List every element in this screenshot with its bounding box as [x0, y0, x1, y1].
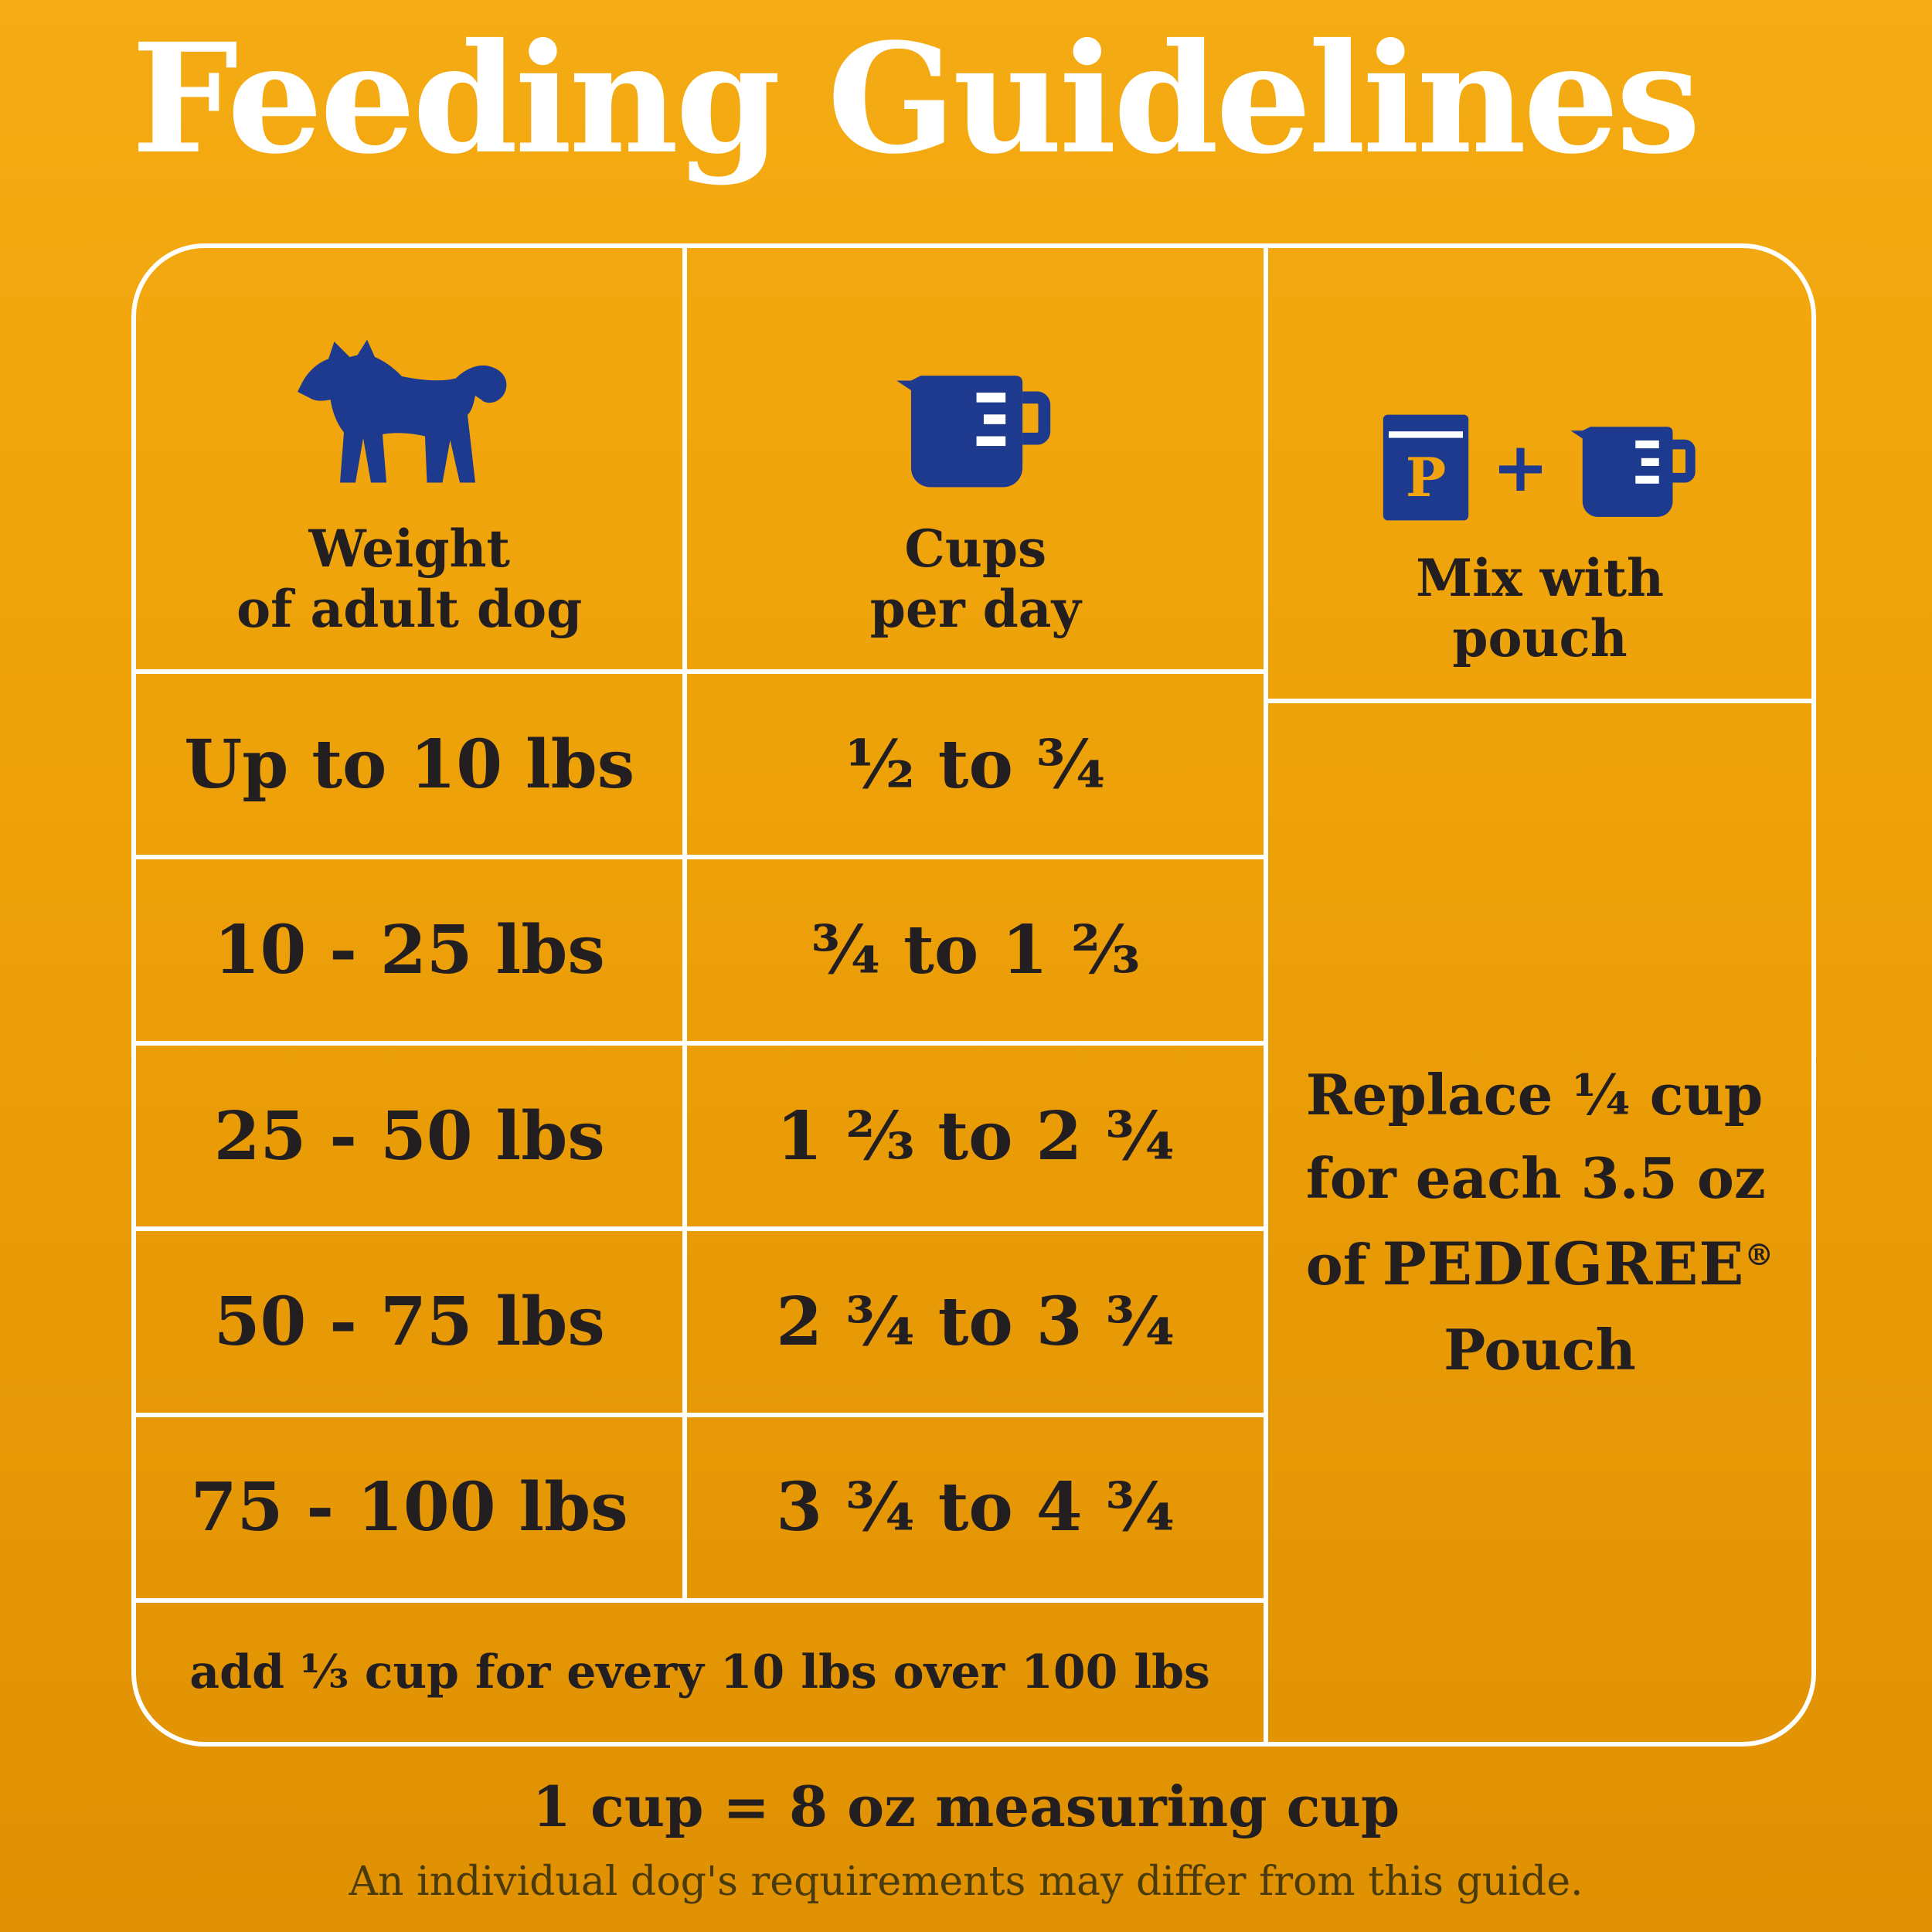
cups-cell: 2 ¾ to 3 ¾	[776, 1282, 1175, 1361]
col-header-weight: Weight of adult dog	[136, 248, 688, 669]
table-row: Up to 10 lbs ½ to ¾	[136, 674, 1264, 860]
table-right-section: P + Mix with	[1264, 248, 1811, 1742]
weight-cell: Up to 10 lbs	[136, 674, 688, 855]
weight-header-label: Weight of adult dog	[236, 519, 583, 640]
cups-header-label: Cups per day	[869, 519, 1081, 640]
weight-cell: 25 - 50 lbs	[136, 1045, 688, 1227]
weight-cell: 75 - 100 lbs	[136, 1417, 688, 1599]
col-header-mix: P + Mix with	[1268, 248, 1811, 703]
mix-line-3: of PEDIGREE®	[1305, 1230, 1774, 1298]
mix-body: Replace ¼ cup for each 3.5 oz of PEDIGREE…	[1268, 703, 1811, 1742]
mix-line-2: for each 3.5 oz	[1305, 1145, 1766, 1211]
table-row: 75 - 100 lbs 3 ¾ to 4 ¾	[136, 1417, 1264, 1604]
mix-line-4: Pouch	[1444, 1317, 1636, 1383]
cups-cell: 3 ¾ to 4 ¾	[776, 1468, 1175, 1547]
measuring-cup-icon	[1569, 412, 1700, 524]
measuring-cup-icon	[894, 357, 1056, 496]
col-header-cups: Cups per day	[687, 248, 1264, 669]
mix-line-1: Replace ¼ cup	[1305, 1062, 1764, 1128]
brand-name: PEDIGREE	[1382, 1230, 1745, 1298]
feeding-table: Weight of adult dog	[131, 243, 1816, 1747]
table-header-row: Weight of adult dog	[136, 248, 1264, 674]
pouch-plus-cup-icon: P +	[1379, 410, 1701, 526]
cups-cell: 1 ⅔ to 2 ¾	[776, 1097, 1175, 1175]
cups-cell: ½ to ¾	[845, 725, 1106, 804]
mix-header-label: Mix with pouch	[1416, 548, 1664, 669]
table-left-section: Weight of adult dog	[136, 248, 1264, 1742]
cups-cell: ¾ to 1 ⅔	[811, 911, 1140, 990]
dog-icon	[294, 334, 526, 496]
table-row: 25 - 50 lbs 1 ⅔ to 2 ¾	[136, 1045, 1264, 1232]
weight-cell: 10 - 25 lbs	[136, 859, 688, 1041]
table-row: 50 - 75 lbs 2 ¾ to 3 ¾	[136, 1231, 1264, 1417]
footer-disclaimer: An individual dog's requirements may dif…	[349, 1859, 1583, 1905]
pouch-icon: P	[1379, 410, 1472, 526]
svg-text:P: P	[1405, 447, 1445, 509]
note-row: add ⅓ cup for every 10 lbs over 100 lbs	[189, 1645, 1210, 1700]
plus-icon: +	[1492, 427, 1549, 508]
footer-measuring-note: 1 cup = 8 oz measuring cup	[532, 1774, 1400, 1839]
weight-cell: 50 - 75 lbs	[136, 1231, 688, 1413]
page-title: Feeding Guidelines	[131, 10, 1701, 187]
registered-mark: ®	[1744, 1237, 1774, 1272]
table-row: 10 - 25 lbs ¾ to 1 ⅔	[136, 859, 1264, 1046]
mix-instructions: Replace ¼ cup for each 3.5 oz of PEDIGREE…	[1306, 1053, 1774, 1392]
